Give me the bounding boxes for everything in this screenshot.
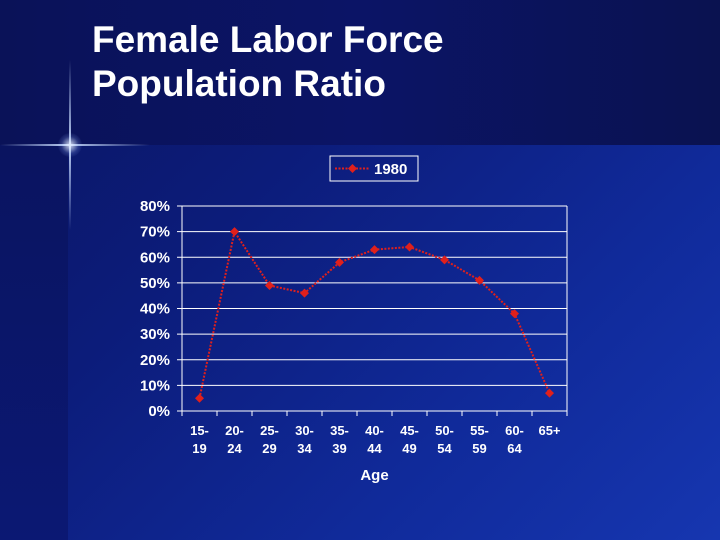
x-tick-label: 40-44 — [365, 423, 384, 456]
series-line — [198, 229, 551, 399]
slide-title: Female Labor Force Population Ratio — [92, 19, 444, 104]
y-tick-label: 60% — [140, 249, 170, 266]
data-point — [335, 257, 344, 267]
legend-box — [329, 155, 419, 182]
data-point — [545, 388, 554, 398]
data-point — [440, 255, 449, 265]
x-tick-label: 30-34 — [295, 423, 314, 456]
y-tick-label: 40% — [140, 301, 170, 318]
x-tick-label: 50-54 — [435, 423, 454, 456]
legend-label: 1980 — [374, 161, 407, 178]
x-tick-label: 45-49 — [400, 423, 419, 456]
y-tick-label: 20% — [140, 352, 170, 369]
sparkle-icon — [58, 133, 82, 157]
data-point — [195, 393, 204, 403]
x-tick-label: 60-64 — [505, 423, 524, 456]
x-tick-label: 25-29 — [260, 423, 279, 456]
x-tick-label: 35-39 — [330, 423, 349, 456]
data-point — [230, 227, 239, 237]
data-point — [510, 309, 519, 319]
x-tick-label: 55-59 — [470, 423, 489, 456]
x-tick-label: 65+ — [538, 423, 560, 438]
x-tick-label: 15-19 — [190, 423, 209, 456]
left-band — [0, 145, 68, 540]
y-tick-label: 50% — [140, 275, 170, 292]
y-tick-label: 10% — [140, 377, 170, 394]
data-point — [405, 242, 414, 252]
data-point — [300, 288, 309, 298]
x-tick-label: 20-24 — [225, 423, 244, 456]
data-point — [475, 275, 484, 285]
legend-marker — [348, 164, 357, 173]
y-tick-label: 80% — [140, 198, 170, 215]
header-band — [0, 0, 720, 145]
x-axis-title: Age — [360, 467, 388, 484]
y-tick-label: 30% — [140, 326, 170, 343]
y-tick-label: 70% — [140, 224, 170, 241]
data-point — [370, 245, 379, 255]
data-point — [265, 280, 274, 290]
y-tick-label: 0% — [148, 403, 170, 420]
